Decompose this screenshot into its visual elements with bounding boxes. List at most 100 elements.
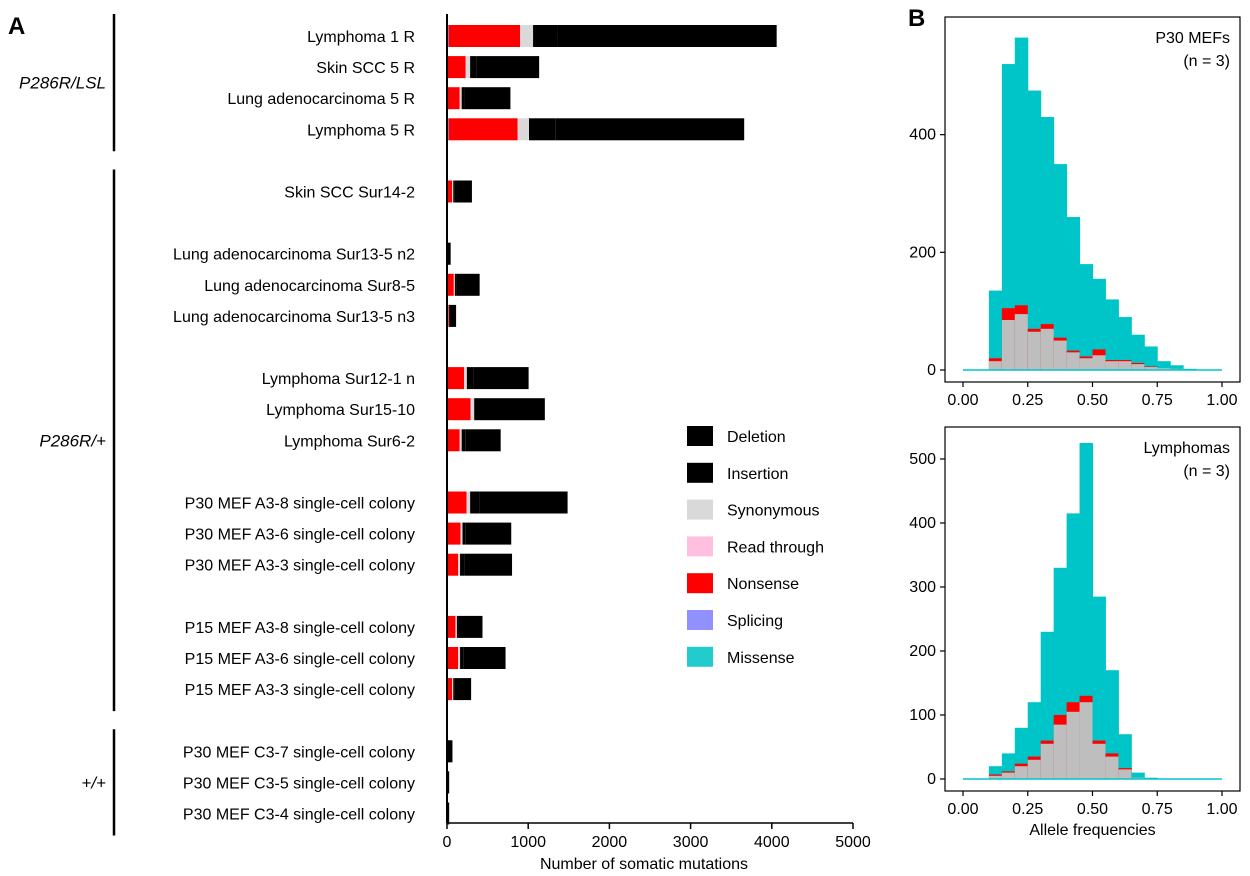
- sample-label: P30 MEF C3-7 single-cell colony: [183, 744, 415, 761]
- bar-segment-synonymous: [454, 273, 455, 296]
- bar-segment-insertion: [453, 180, 455, 203]
- bar-segment-synonymous: [460, 87, 462, 110]
- sample-label: Lung adenocarcinoma Sur13-5 n2: [173, 247, 415, 264]
- bar-segment-splicing: [447, 25, 449, 47]
- bar-segment-synonymous: [460, 522, 463, 545]
- bar-segment-insertion: [462, 522, 466, 545]
- bar-segment-deletion: [476, 56, 540, 79]
- bar-segment-synonymous: [518, 118, 530, 141]
- x-tick-label: 0.25: [1012, 392, 1043, 409]
- legend-label: Insertion: [727, 466, 788, 483]
- histogram-p30-mefs: 0 200 400 0.00 0.25 0.50 0.75 1.00 P30 MEFs (n = …: [909, 16, 1241, 409]
- bar-segment-nonsense: [447, 273, 454, 296]
- sample-label: P15 MEF A3-3 single-cell colony: [185, 682, 415, 699]
- y-tick-label: 200: [909, 643, 936, 660]
- x-tick-label: 3000: [673, 834, 709, 851]
- bar-segment-nonsense: [447, 491, 467, 514]
- histogram-bin-synonymous: [1001, 772, 1016, 779]
- panel-label-a: A: [8, 13, 25, 40]
- bar-segment-nonsense: [447, 647, 459, 669]
- bar-segment-deletion: [456, 273, 480, 296]
- x-tick-label: 4000: [754, 834, 790, 851]
- x-tick-label: 0.25: [1012, 801, 1043, 818]
- x-tick-label: 1000: [510, 834, 546, 851]
- histogram-title: P30 MEFs: [1155, 30, 1230, 47]
- histogram-bin-synonymous: [1040, 328, 1055, 370]
- sample-label: Lymphoma 5 R: [307, 122, 415, 139]
- bar-segment-deletion: [447, 802, 450, 825]
- y-tick-label: 400: [909, 515, 936, 532]
- bar-segment-deletion: [473, 367, 529, 390]
- sample-label: Lymphoma Sur12-1 n: [262, 371, 415, 388]
- legend-label: Splicing: [727, 613, 783, 630]
- histogram-bin-missense: [1079, 264, 1093, 370]
- histogram-bin-missense: [1131, 772, 1145, 779]
- bar-segment-deletion: [464, 87, 511, 110]
- bar-segment-nonsense: [447, 398, 471, 421]
- sample-label: P30 MEF C3-5 single-cell colony: [183, 775, 415, 792]
- x-tick-label: 1.00: [1206, 392, 1237, 409]
- bar-segment-read-through: [464, 367, 465, 390]
- bar-segment-read-through: [458, 647, 459, 669]
- bar-segment-nonsense: [447, 678, 453, 701]
- bar-segment-nonsense: [447, 615, 456, 638]
- y-tick-label: 400: [909, 127, 936, 144]
- legend-label: Missense: [727, 650, 795, 667]
- bar-segment-read-through: [459, 87, 461, 110]
- bar-segment-insertion: [533, 25, 558, 47]
- bar-segment-read-through: [465, 56, 467, 79]
- x-tick-label: 0.50: [1077, 801, 1108, 818]
- bar-segment-synonymous: [470, 398, 475, 421]
- histogram-bin-missense: [1144, 346, 1158, 370]
- histogram-bin-missense: [1027, 90, 1042, 371]
- histogram-bin-missense: [988, 290, 1003, 370]
- bar-segment-deletion: [448, 740, 453, 763]
- genotype-label: P286R/+: [39, 431, 106, 450]
- bar-segment-splicing: [447, 118, 449, 141]
- x-tick-label: 0.75: [1142, 801, 1173, 818]
- bar-segment-deletion: [447, 771, 450, 794]
- bar-segment-nonsense: [447, 56, 466, 79]
- histogram-bin-synonymous: [1053, 724, 1068, 779]
- histogram-bin-synonymous: [1014, 766, 1029, 779]
- bar-segment-deletion: [479, 491, 568, 514]
- bar-segment-deletion: [454, 678, 472, 701]
- histogram-bin-synonymous: [1053, 340, 1068, 370]
- histogram-bin-synonymous: [988, 361, 1003, 370]
- histogram-bin-missense: [1040, 117, 1055, 371]
- sample-label: Skin SCC Sur14-2: [284, 185, 415, 202]
- bar-segment-insertion: [461, 87, 465, 110]
- y-tick-label: 500: [909, 451, 936, 468]
- sample-label: Lung adenocarcinoma Sur8-5: [204, 278, 415, 295]
- bar-segment-synonymous: [464, 367, 467, 390]
- histogram-bin-missense: [1118, 317, 1132, 370]
- legend-swatch: [687, 462, 713, 483]
- histogram-bin-synonymous: [1118, 361, 1132, 370]
- sample-label: P30 MEF A3-3 single-cell colony: [185, 558, 415, 575]
- legend-swatch: [687, 426, 713, 446]
- y-tick-label: 100: [909, 707, 936, 724]
- histogram-bin-synonymous: [1014, 314, 1029, 370]
- y-tick-label: 0: [927, 771, 936, 788]
- bar-segment-nonsense: [447, 522, 461, 545]
- histogram-bin-missense: [1157, 361, 1171, 370]
- bar-segment-deletion: [557, 25, 777, 47]
- bar-segment-insertion: [456, 615, 459, 638]
- bar-segment-deletion: [555, 118, 745, 141]
- bar-segment-deletion: [463, 647, 506, 669]
- bar-segment-synonymous: [466, 56, 471, 79]
- histogram-lymphomas: 0 100 200 300 400 500 0.00 0.25 0.50 0.75 1.00 Lymp…: [909, 426, 1241, 839]
- histogram-bin-missense: [1105, 670, 1119, 779]
- bar-segment-deletion: [449, 304, 457, 327]
- bar-segment-synonymous: [452, 678, 454, 701]
- bar-segment-deletion: [465, 522, 512, 545]
- bar-segment-insertion: [460, 647, 464, 669]
- histogram-bin-synonymous: [1066, 711, 1081, 779]
- bar-segment-synonymous: [466, 491, 471, 514]
- bar-segment-insertion: [474, 398, 482, 421]
- bar-segment-synonymous: [455, 615, 457, 638]
- histogram-bin-synonymous: [1001, 319, 1016, 370]
- bar-segment-read-through: [517, 118, 519, 141]
- histogram-bin-missense: [1170, 365, 1184, 370]
- histogram-bin-synonymous: [1079, 358, 1093, 370]
